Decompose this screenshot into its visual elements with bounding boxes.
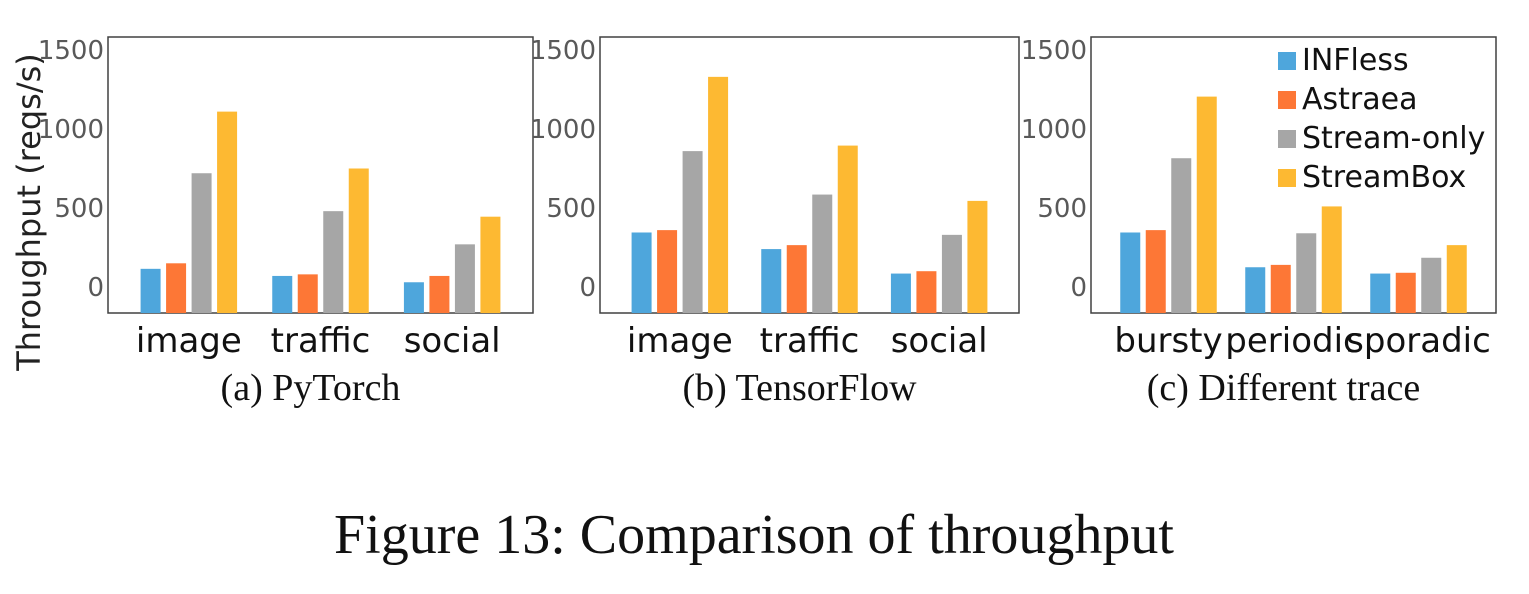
y-tick-label: 500 [1037, 194, 1087, 224]
panel-2: 0 500 1000 1500 image traffic social (b) Tensor… [530, 36, 1020, 409]
bar-astraea-bursty [1145, 230, 1166, 313]
bar-infless-image [140, 268, 161, 313]
plot-frame [1090, 36, 1497, 314]
bar-streambox-social [967, 200, 988, 313]
bar-streambox-traffic [837, 145, 858, 313]
bar-streambox-traffic [348, 168, 369, 313]
y-tick-label: 500 [54, 194, 104, 224]
bar-streambox-bursty [1196, 96, 1217, 313]
x-category-label: social [891, 321, 988, 361]
y-tick-label: 1000 [1021, 115, 1087, 145]
bar-astraea-social [429, 275, 450, 313]
y-axis-label: Throughput (reqs/s) [10, 53, 48, 372]
x-category-label: social [404, 321, 501, 361]
bar-infless-bursty [1120, 232, 1141, 313]
bar-stream-only-social [941, 234, 962, 313]
bar-infless-social [890, 273, 911, 313]
bar-stream-only-image [682, 151, 703, 313]
bar-streambox-image [217, 111, 238, 314]
bar-astraea-image [166, 263, 187, 313]
legend-entry: Astraea [1302, 82, 1417, 117]
bar-astraea-image [657, 230, 678, 313]
bar-astraea-traffic [297, 274, 318, 313]
figure-caption: Figure 13: Comparison of throughput [334, 504, 1174, 566]
x-category-label: periodic [1225, 321, 1361, 361]
panel-subtitle: (b) TensorFlow [682, 367, 917, 409]
y-tick-label: 1000 [38, 115, 104, 145]
bar-stream-only-social [454, 244, 475, 313]
x-category-label: traffic [760, 321, 860, 361]
bar-infless-image [631, 232, 652, 313]
y-tick-label: 500 [546, 194, 596, 224]
legend-entry: INFless [1302, 43, 1409, 78]
y-tick-label: 0 [1070, 273, 1087, 303]
legend-swatch [1278, 130, 1296, 148]
bar-infless-sporadic [1370, 273, 1391, 313]
bar-astraea-traffic [786, 245, 807, 313]
y-tick-label: 1000 [530, 115, 596, 145]
legend-swatch [1278, 52, 1296, 70]
x-category-label: image [136, 321, 242, 361]
y-tick-label: 1500 [1021, 36, 1087, 66]
bar-streambox-periodic [1321, 206, 1342, 313]
legend-entry: Stream-only [1302, 121, 1485, 156]
panel-1: 0 500 1000 1500 image traffic social(a) PyTorc… [38, 36, 534, 409]
bar-stream-only-traffic [323, 211, 344, 313]
bar-astraea-sporadic [1395, 272, 1416, 313]
bar-stream-only-image [191, 173, 212, 313]
y-tick-label: 1500 [38, 36, 104, 66]
bar-infless-social [403, 282, 424, 313]
y-tick-label: 0 [579, 273, 596, 303]
x-category-label: sporadic [1346, 321, 1491, 361]
legend: INFless Astraea Stream-only StreamBox [1278, 43, 1485, 195]
legend-entry: StreamBox [1302, 160, 1466, 195]
legend-swatch [1278, 91, 1296, 109]
bar-stream-only-sporadic [1421, 257, 1442, 313]
legend-swatch [1278, 169, 1296, 187]
y-tick-label: 1500 [530, 36, 596, 66]
bar-streambox-social [480, 216, 501, 313]
bar-astraea-periodic [1270, 264, 1291, 313]
bar-infless-traffic [761, 249, 782, 313]
bar-infless-periodic [1245, 267, 1266, 313]
bar-streambox-image [708, 76, 729, 313]
plot-frame [107, 36, 534, 314]
bar-stream-only-periodic [1296, 233, 1317, 313]
panel-subtitle: (c) Different trace [1147, 367, 1421, 409]
x-category-label: bursty [1114, 321, 1222, 361]
bar-stream-only-traffic [812, 194, 833, 313]
bar-infless-traffic [272, 275, 293, 313]
plot-frame [599, 36, 1020, 314]
x-category-label: image [627, 321, 733, 361]
x-category-label: traffic [271, 321, 371, 361]
y-tick-label: 0 [87, 273, 104, 303]
bar-astraea-social [916, 271, 937, 313]
panel-subtitle: (a) PyTorch [221, 367, 401, 409]
bar-stream-only-bursty [1171, 158, 1192, 313]
bar-streambox-sporadic [1446, 245, 1467, 313]
